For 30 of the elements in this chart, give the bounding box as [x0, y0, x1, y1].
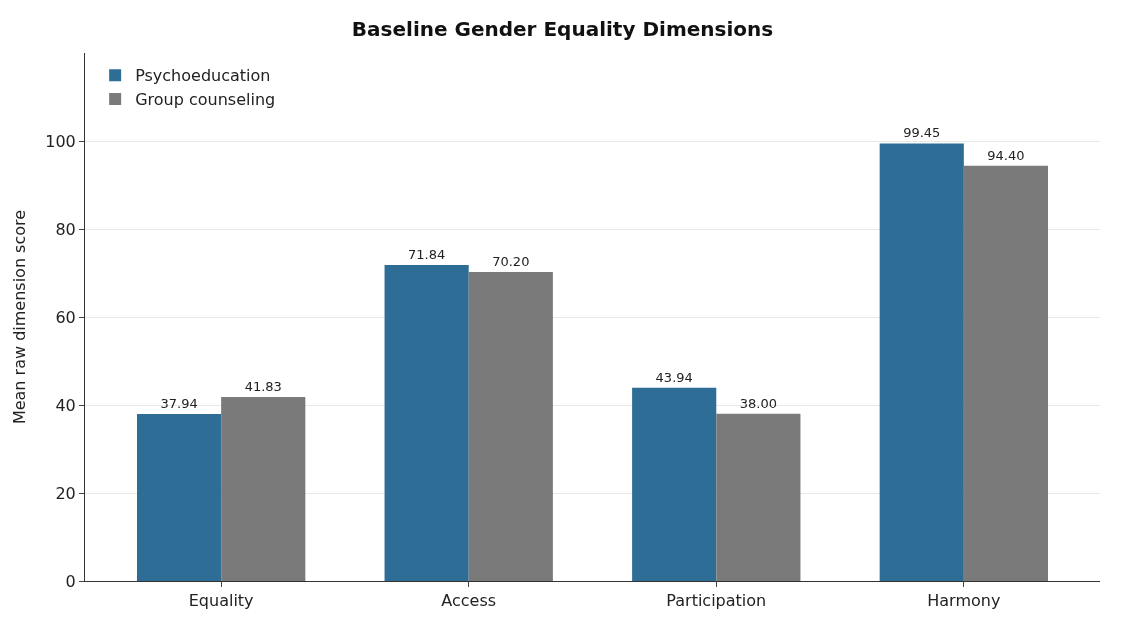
y-tick-label: 20 — [55, 483, 76, 503]
bar — [963, 165, 1049, 581]
bar — [136, 414, 222, 581]
x-tick-label: Access — [441, 591, 497, 611]
y-tick-label: 0 — [65, 571, 76, 591]
data-label: 71.84 — [408, 246, 446, 262]
data-label: 43.94 — [655, 369, 693, 385]
x-tick-label: Harmony — [927, 591, 1001, 611]
x-tick-label: Equality — [188, 591, 254, 611]
bar — [221, 396, 306, 581]
y-tick-label: 60 — [55, 307, 76, 327]
data-label: 94.40 — [987, 147, 1025, 163]
data-label: 70.20 — [492, 254, 530, 270]
legend-label: Psychoeducation — [135, 66, 271, 86]
chart-title: Baseline Gender Equality Dimensions — [351, 16, 774, 41]
bar — [879, 143, 964, 581]
data-label: 41.83 — [244, 378, 282, 394]
y-tick-label: 80 — [55, 219, 76, 239]
data-label: 99.45 — [903, 125, 941, 141]
bar — [716, 413, 801, 581]
legend-label: Group counseling — [135, 90, 276, 110]
bar — [632, 387, 717, 581]
y-tick-label: 40 — [55, 395, 76, 415]
y-tick-label: 100 — [45, 131, 76, 151]
x-tick-label: Participation — [666, 591, 767, 611]
y-axis-title: Mean raw dimension score — [10, 209, 30, 425]
data-label: 38.00 — [739, 395, 777, 411]
bar — [384, 264, 469, 581]
data-label: 37.94 — [160, 396, 198, 412]
bar — [468, 272, 553, 581]
